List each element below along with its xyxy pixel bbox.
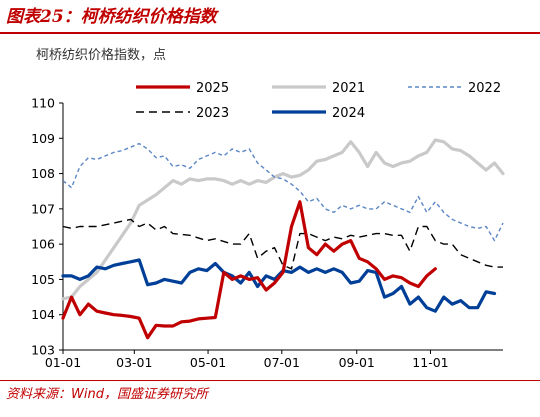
legend-label-2023: 2023 [196,106,229,121]
legend-label-2021: 2021 [332,81,365,96]
y-axis-label: 柯桥纺织价格指数，点 [36,48,167,63]
title-divider [0,32,540,34]
x-tick-label: 09-01 [339,355,375,370]
y-tick-label: 106 [31,237,55,252]
legend-label-2022: 2022 [468,81,501,96]
series-line-2025 [61,200,437,340]
source-divider [0,380,540,381]
x-tick-label: 05-01 [190,355,226,370]
series-line-2023 [62,218,503,270]
series-line-2022 [62,142,504,242]
x-tick-label: 11-01 [412,355,448,370]
y-tick-label: 109 [31,131,55,146]
y-tick-label: 104 [31,307,55,322]
legend-label-2024: 2024 [332,106,365,121]
x-tick-label: 07-01 [264,355,300,370]
legend-label-2025: 2025 [196,81,229,96]
series-line-2021 [61,138,505,301]
figure-title: 图表25：柯桥纺织价格指数 [6,7,217,27]
source-note: 资料来源：Wind，国盛证券研究所 [6,387,208,402]
y-tick-label: 108 [31,166,55,181]
y-tick-label: 103 [31,343,55,358]
series-line-2024 [61,258,497,313]
x-tick-label: 01-01 [45,355,81,370]
y-tick-label: 105 [31,272,55,287]
y-tick-label: 110 [31,96,55,111]
y-tick-label: 107 [31,201,55,216]
x-tick-label: 03-01 [116,355,152,370]
